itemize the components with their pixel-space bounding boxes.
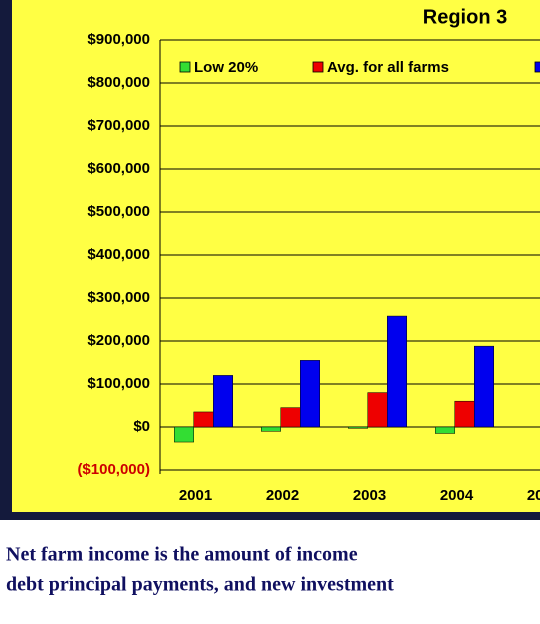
y-tick-label: $100,000 (87, 375, 150, 392)
y-tick-label: $800,000 (87, 74, 150, 91)
bar (454, 400, 475, 428)
x-tick-label: 2005 (527, 487, 540, 504)
y-tick-label: $400,000 (87, 246, 150, 263)
x-tick-label: 2001 (179, 487, 212, 504)
y-tick-label: $900,000 (87, 31, 150, 48)
x-tick-label: 2003 (353, 487, 386, 504)
legend-swatch (312, 61, 324, 73)
bar (300, 360, 320, 428)
body-text: Net farm income is the amount of income (6, 544, 358, 566)
bar (435, 426, 455, 434)
bar (280, 407, 301, 428)
bar (213, 375, 233, 428)
bar (193, 411, 214, 428)
y-tick-label: ($100,000) (77, 461, 150, 478)
legend-label: Avg. for all farms (327, 59, 449, 76)
y-tick-label: $600,000 (87, 160, 150, 177)
y-tick-label: $700,000 (87, 117, 150, 134)
bar (261, 426, 281, 432)
y-tick-label: $500,000 (87, 203, 150, 220)
bar (174, 426, 194, 443)
bar (474, 345, 494, 428)
legend-label: Low 20% (194, 59, 258, 76)
bar (387, 315, 407, 428)
body-text: debt principal payments, and new investm… (6, 574, 394, 596)
x-tick-label: 2004 (440, 487, 474, 504)
y-tick-label: $0 (133, 418, 150, 435)
legend-swatch (179, 61, 191, 73)
bar (367, 392, 388, 428)
y-tick-label: $300,000 (87, 289, 150, 306)
chart-title: Region 3 (423, 6, 507, 28)
legend-swatch (534, 61, 540, 73)
x-tick-label: 2002 (266, 487, 299, 504)
bar (348, 426, 368, 429)
y-tick-label: $200,000 (87, 332, 150, 349)
